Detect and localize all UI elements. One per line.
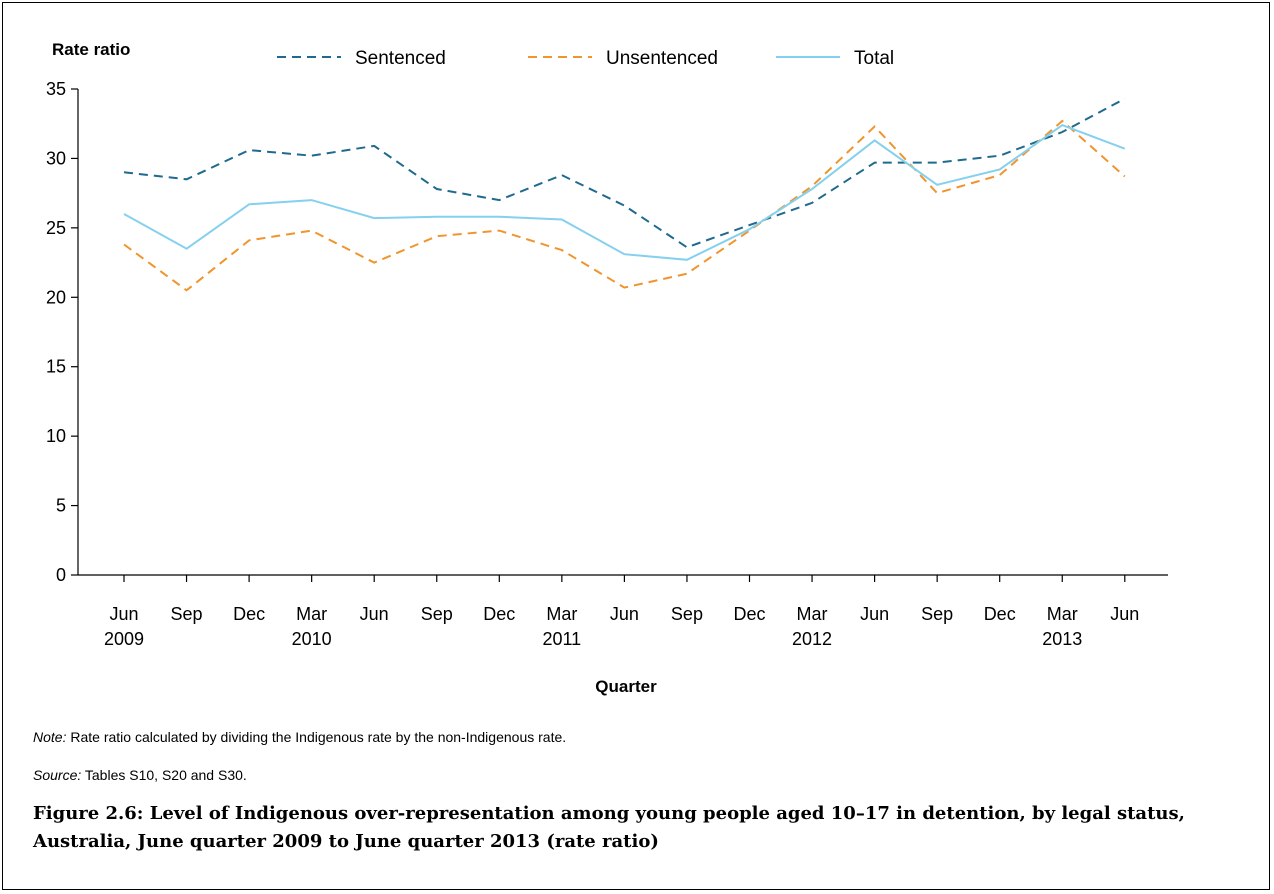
x-tick-label: Sep xyxy=(921,604,953,624)
x-tick-label: Mar xyxy=(546,604,577,624)
x-tick-label: Dec xyxy=(984,604,1016,624)
source-text: Tables S10, S20 and S30. xyxy=(84,767,247,783)
note-line: Note: Rate ratio calculated by dividing … xyxy=(33,729,566,745)
x-tick-year-label: 2013 xyxy=(1042,629,1082,649)
x-tick-label: Mar xyxy=(1047,604,1078,624)
x-tick-year-label: 2012 xyxy=(792,629,832,649)
x-tick-label: Dec xyxy=(233,604,265,624)
x-tick-label: Jun xyxy=(1110,604,1139,624)
source-label: Source: xyxy=(33,767,82,783)
legend: Sentenced Unsentenced Total xyxy=(277,48,894,69)
y-axis-label: Rate ratio xyxy=(52,40,130,59)
series-line-unsentenced xyxy=(123,119,1126,292)
x-tick-label: Mar xyxy=(797,604,828,624)
x-tick-label: Jun xyxy=(610,604,639,624)
x-tick-label: Sep xyxy=(171,604,203,624)
y-tick-label: 15 xyxy=(46,357,66,377)
note-text: Rate ratio calculated by dividing the In… xyxy=(70,729,567,745)
x-tick-year-label: 2009 xyxy=(104,629,144,649)
x-tick-label: Jun xyxy=(360,604,389,624)
y-tick-label: 5 xyxy=(56,496,66,516)
y-tick-label: 20 xyxy=(46,287,66,307)
legend-label-unsentenced: Unsentenced xyxy=(606,48,718,69)
x-tick-label: Mar xyxy=(296,604,327,624)
x-tick-label: Sep xyxy=(421,604,453,624)
x-tick-year-label: 2011 xyxy=(542,629,581,649)
x-tick-label: Sep xyxy=(671,604,703,624)
x-tick-label: Dec xyxy=(483,604,515,624)
series-lines xyxy=(123,97,1126,292)
x-axis-label: Quarter xyxy=(595,677,657,696)
series-line-sentenced xyxy=(123,97,1126,249)
note-label: Note: xyxy=(33,729,67,745)
x-tick-label: Jun xyxy=(109,604,138,624)
legend-label-total: Total xyxy=(854,48,894,69)
axes: 0 5 10 15 20 25 30 35 Jun 2009 Sep Dec Mar 2010 Jun Sep… xyxy=(46,79,1168,649)
y-tick-label: 30 xyxy=(46,148,66,168)
y-tick-label: 35 xyxy=(46,79,66,99)
y-tick-label: 10 xyxy=(46,426,66,446)
y-tick-label: 25 xyxy=(46,218,66,238)
series-line-total xyxy=(123,123,1126,261)
x-tick-year-label: 2010 xyxy=(292,629,332,649)
x-tick-label: Dec xyxy=(733,604,765,624)
line-chart: Rate ratio Quarter Sentenced Unsentenced T… xyxy=(46,40,1168,696)
legend-label-sentenced: Sentenced xyxy=(355,48,446,69)
y-tick-label: 0 xyxy=(56,565,66,585)
figure-caption: Figure 2.6: Level of Indigenous over-rep… xyxy=(33,803,1185,852)
source-line: Source: Tables S10, S20 and S30. xyxy=(33,767,247,783)
x-tick-label: Jun xyxy=(860,604,889,624)
